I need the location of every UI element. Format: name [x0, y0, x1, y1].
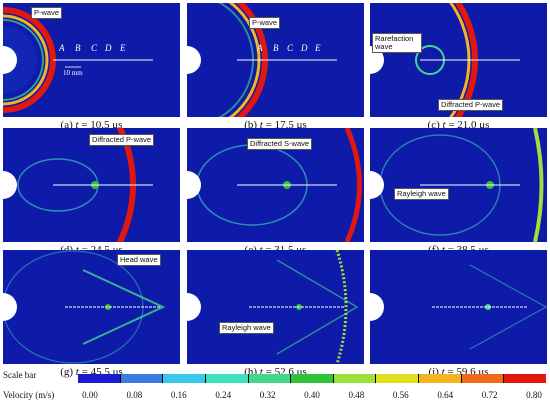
- colorbar-tick-label: 0.16: [170, 390, 187, 400]
- colorbar-tick-label: 0.32: [259, 390, 276, 400]
- colorbar-tick-label: 0.56: [392, 390, 409, 400]
- point-c: C: [91, 43, 98, 53]
- wave-field-g: [3, 250, 166, 364]
- simulation-field-a: P-wave A B C D E 10 mm: [3, 3, 180, 117]
- colorbar-tick-label: 0.64: [437, 390, 454, 400]
- wave-field-a: [3, 7, 153, 113]
- simulation-field-c: Rarefaction wave Diffracted P-wave: [370, 3, 547, 117]
- wave-field-h: [187, 250, 359, 364]
- scale-bar-title: Scale bar: [3, 370, 37, 380]
- diffracted-p-label-c: Diffracted P-wave: [438, 99, 504, 111]
- colorbar-segment: [248, 374, 292, 383]
- colorbar-segment: [504, 374, 547, 383]
- panel-f: Rayleigh wave (f) t = 38.5 μs: [370, 128, 547, 260]
- velocity-scale-bar: Scale bar Velocity (m/s) 0.00 0.08 0.16 0.2…: [0, 368, 550, 406]
- scale-length-label: 10 mm: [63, 69, 83, 77]
- point-b: B: [273, 43, 279, 53]
- wave-field-i: [370, 264, 547, 350]
- colorbar-tick-label: 0.80: [526, 390, 542, 400]
- panel-h: Rayleigh wave (h) t = 52.6 μs: [187, 250, 364, 382]
- velocity-unit-label: Velocity (m/s): [3, 390, 55, 400]
- wave-field-b: [187, 3, 337, 117]
- colorbar-segment: [205, 374, 249, 383]
- point-d: D: [105, 43, 112, 53]
- panel-b: P-wave A B C D E (b) t = 17.5 μs: [187, 3, 364, 135]
- colorbar-segment: [419, 374, 462, 383]
- colorbar-tick-label: 0.24: [215, 390, 232, 400]
- rayleigh-label-f: Rayleigh wave: [394, 188, 449, 200]
- point-c: C: [287, 43, 294, 53]
- simulation-field-g: Head wave: [3, 250, 180, 364]
- point-d: D: [301, 43, 308, 53]
- simulation-field-f: Rayleigh wave: [370, 128, 547, 242]
- colorbar-segment: [78, 374, 121, 383]
- colorbar-tick-label: 0.48: [348, 390, 365, 400]
- colorbar-segment: [376, 374, 420, 383]
- p-wave-label-b: P-wave: [249, 17, 281, 29]
- wave-field-c: [370, 3, 520, 117]
- point-b: B: [75, 43, 81, 53]
- simulation-field-i: [370, 250, 547, 364]
- panel-i: (i) t = 59.6 μs: [370, 250, 547, 382]
- colorbar-segment: [163, 374, 206, 383]
- panel-c: Rarefaction wave Diffracted P-wave (c) t…: [370, 3, 547, 135]
- panel-d: Diffracted P-wave (d) t = 24.5 μs: [3, 128, 180, 260]
- colorbar: [78, 374, 547, 383]
- colorbar-segment: [333, 374, 377, 383]
- simulation-field-e: Diffracted S-wave: [187, 128, 364, 242]
- colorbar-tick-label: 0.08: [126, 390, 143, 400]
- rarefaction-label: Rarefaction wave: [372, 33, 422, 53]
- panel-a: P-wave A B C D E 10 mm (a) t = 10.5 μs: [3, 3, 180, 135]
- colorbar-tick-label: 0.72: [481, 390, 498, 400]
- simulation-field-b: P-wave A B C D E: [187, 3, 364, 117]
- point-a: A: [59, 43, 65, 53]
- p-wave-label-a: P-wave: [31, 7, 63, 19]
- wave-field-d: [3, 128, 153, 242]
- point-e: E: [315, 43, 321, 53]
- wave-field-f: [370, 128, 544, 242]
- simulation-field-h: Rayleigh wave: [187, 250, 364, 364]
- diffracted-p-label-d: Diffracted P-wave: [89, 134, 155, 146]
- point-e: E: [120, 43, 126, 53]
- simulation-field-d: Diffracted P-wave: [3, 128, 180, 242]
- colorbar-tick-label: 0.40: [304, 390, 320, 400]
- head-wave-label: Head wave: [117, 254, 161, 266]
- diffracted-s-label: Diffracted S-wave: [247, 138, 313, 150]
- panel-e: Diffracted S-wave (e) t = 31.5 μs: [187, 128, 364, 260]
- colorbar-segment: [291, 374, 334, 383]
- rayleigh-label-h: Rayleigh wave: [219, 322, 274, 334]
- colorbar-segment: [461, 374, 505, 383]
- colorbar-segment: [120, 374, 164, 383]
- panel-g: Head wave (g) t = 45.5 μs: [3, 250, 180, 382]
- colorbar-tick-label: 0.00: [82, 390, 98, 400]
- point-a: A: [257, 43, 263, 53]
